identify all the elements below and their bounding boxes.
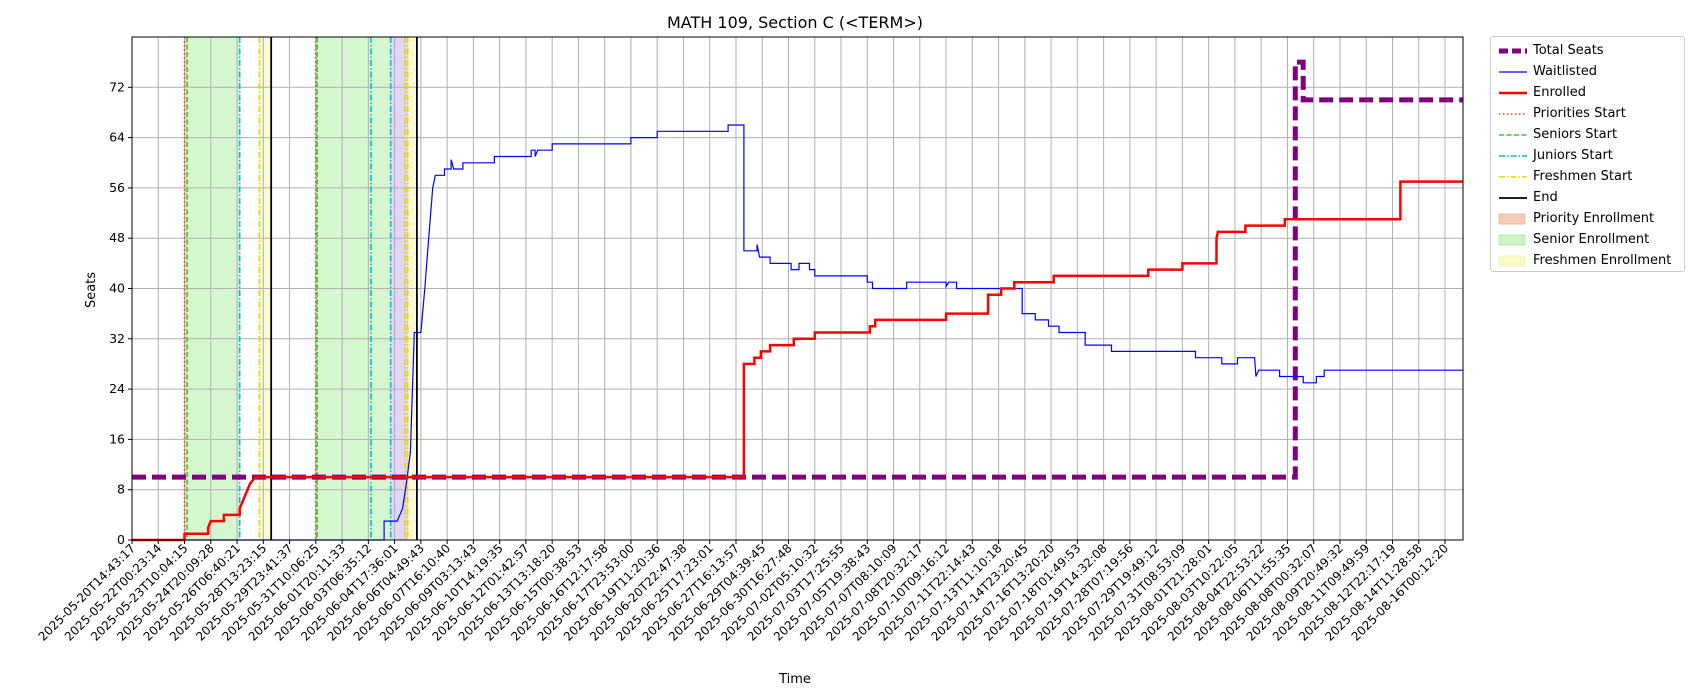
y-tick-label: 72 [109, 79, 125, 94]
legend-label: Priority Enrollment [1533, 211, 1655, 226]
x-ticks: 2025-05-20T14:43:172025-05-22T00:23:1420… [36, 540, 1451, 644]
y-axis-label: Seats [84, 272, 99, 308]
legend-label: Freshmen Start [1533, 169, 1633, 184]
legend-entry: Total Seats [1491, 41, 1684, 61]
legend-entry: Enrolled [1491, 83, 1684, 103]
legend-swatch [1498, 213, 1526, 225]
legend-swatch [1499, 113, 1527, 115]
x-axis-label: Time [778, 672, 811, 687]
legend-swatch [1499, 71, 1527, 73]
series-line-enrolled [132, 180, 1463, 542]
legend-entry: Freshmen Start [1491, 167, 1684, 187]
legend-swatch [1499, 48, 1527, 54]
legend-label: Enrolled [1533, 85, 1586, 100]
y-tick-label: 8 [117, 482, 125, 497]
legend-label: End [1533, 190, 1558, 205]
legend-patch [1498, 255, 1526, 267]
y-tick-label: 0 [117, 532, 125, 547]
series-line-total-seats [132, 59, 1463, 480]
chart-title: MATH 109, Section C (<TERM>) [667, 13, 923, 32]
y-tick-label: 40 [109, 281, 125, 296]
legend-swatch [1499, 134, 1527, 136]
y-tick-label: 16 [109, 431, 125, 446]
legend-entry: Waitlisted [1491, 62, 1684, 82]
legend-swatch [1499, 91, 1527, 95]
legend-label: Seniors Start [1533, 127, 1618, 142]
series-lines [132, 59, 1463, 542]
legend-entry: Juniors Start [1491, 146, 1684, 166]
y-tick-label: 24 [109, 381, 125, 396]
legend-swatch [1499, 197, 1527, 199]
legend-entry: Priorities Start [1491, 104, 1684, 124]
legend-swatch [1499, 176, 1527, 178]
y-ticks: 0 8 16 24 32 40 48 56 64 72 [109, 79, 132, 547]
legend-swatch [1498, 234, 1526, 246]
y-tick-label: 48 [109, 230, 125, 245]
legend-swatch [1499, 155, 1527, 157]
y-tick-label: 32 [109, 331, 125, 346]
legend-label: Priorities Start [1533, 106, 1626, 121]
y-tick-label: 64 [109, 130, 125, 145]
legend-entry: Senior Enrollment [1491, 230, 1684, 250]
series-line-waitlisted [132, 124, 1463, 541]
legend-label: Waitlisted [1533, 64, 1598, 79]
y-tick-label: 56 [109, 180, 125, 195]
legend-patch [1498, 234, 1526, 246]
legend-patch [1498, 213, 1526, 225]
legend-label: Senior Enrollment [1533, 232, 1650, 247]
enrollment-chart: MATH 109, Section C (<TERM>) Seats Time … [36, 13, 1464, 687]
legend-label: Juniors Start [1533, 148, 1613, 163]
legend-entry: Freshmen Enrollment [1491, 251, 1684, 271]
legend-swatch [1498, 255, 1526, 267]
legend-entry: End [1491, 188, 1684, 208]
legend-label: Total Seats [1533, 43, 1604, 58]
legend-label: Freshmen Enrollment [1533, 253, 1672, 268]
legend-entry: Seniors Start [1491, 125, 1684, 145]
vertical-markers [183, 37, 418, 540]
chart-legend: Total Seats Waitlisted Enrolled Priorities … [1490, 36, 1685, 272]
legend-entry: Priority Enrollment [1491, 209, 1684, 229]
